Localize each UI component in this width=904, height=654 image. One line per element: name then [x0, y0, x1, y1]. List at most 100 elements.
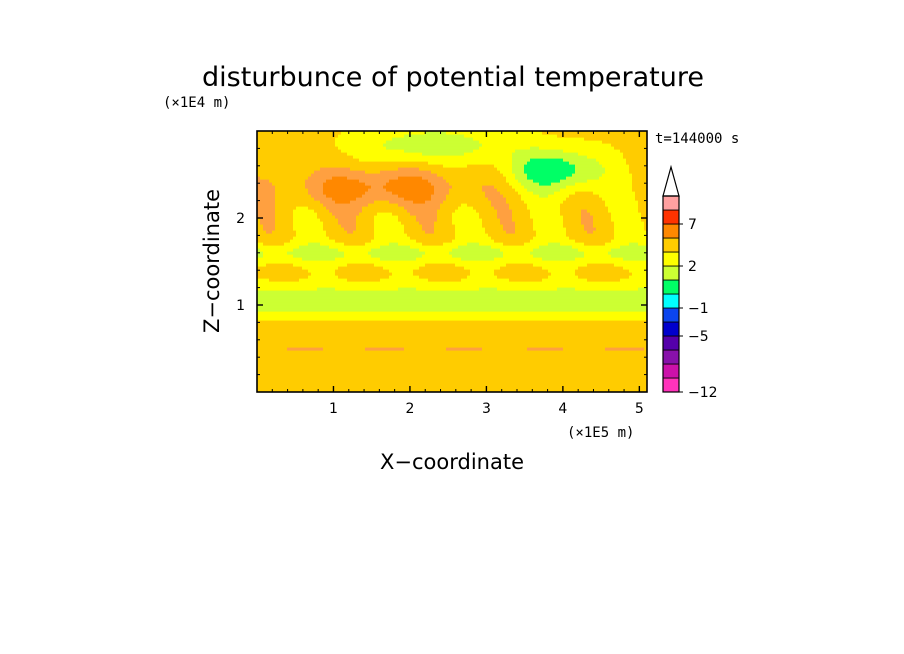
- heatmap-cell: [311, 281, 315, 285]
- heatmap-cell: [293, 218, 297, 222]
- heatmap-cell: [332, 251, 336, 255]
- heatmap-cell: [317, 179, 321, 183]
- heatmap-cell: [296, 242, 300, 246]
- heatmap-cell: [284, 377, 288, 381]
- heatmap-cell: [350, 341, 354, 345]
- heatmap-cell: [314, 134, 318, 138]
- heatmap-cell: [275, 245, 279, 249]
- heatmap-cell: [269, 350, 273, 354]
- heatmap-cell: [365, 137, 369, 141]
- heatmap-cell: [278, 179, 282, 183]
- heatmap-cell: [311, 290, 315, 294]
- heatmap-cell: [299, 314, 303, 318]
- heatmap-cell: [320, 248, 324, 252]
- heatmap-cell: [317, 311, 321, 315]
- heatmap-cell: [359, 329, 363, 333]
- heatmap-cell: [272, 317, 276, 321]
- heatmap-cell: [320, 359, 324, 363]
- heatmap-cell: [272, 149, 276, 153]
- heatmap-cell: [356, 386, 360, 390]
- heatmap-cell: [335, 149, 339, 153]
- heatmap-cell: [293, 314, 297, 318]
- heatmap-cell: [263, 374, 267, 378]
- heatmap-cell: [296, 263, 300, 267]
- heatmap-cell: [311, 323, 315, 327]
- heatmap-cell: [350, 266, 354, 270]
- heatmap-cell: [341, 215, 345, 219]
- heatmap-cell: [320, 224, 324, 228]
- heatmap-cell: [341, 194, 345, 198]
- heatmap-cell: [332, 332, 336, 336]
- heatmap-cell: [305, 179, 309, 183]
- heatmap-cell: [326, 284, 330, 288]
- heatmap-cell: [347, 224, 351, 228]
- heatmap-cell: [299, 389, 303, 392]
- heatmap-cell: [302, 320, 306, 324]
- heatmap-cell: [329, 326, 333, 330]
- heatmap-cell: [347, 218, 351, 222]
- heatmap-cell: [317, 140, 321, 144]
- heatmap-cell: [308, 146, 312, 150]
- heatmap-cell: [299, 170, 303, 174]
- heatmap-cell: [317, 158, 321, 162]
- heatmap-cell: [284, 383, 288, 387]
- heatmap-cell: [353, 185, 357, 189]
- heatmap-cell: [335, 368, 339, 372]
- heatmap-cell: [266, 347, 270, 351]
- heatmap-cell: [266, 350, 270, 354]
- heatmap-cell: [284, 248, 288, 252]
- heatmap-cell: [347, 152, 351, 156]
- heatmap-cell: [260, 320, 264, 324]
- heatmap-cell: [275, 158, 279, 162]
- heatmap-cell: [281, 287, 285, 291]
- heatmap-cell: [290, 236, 294, 240]
- heatmap-cell: [269, 308, 273, 312]
- heatmap-cell: [314, 224, 318, 228]
- heatmap-cell: [299, 227, 303, 231]
- heatmap-cell: [356, 251, 360, 255]
- heatmap-cell: [365, 206, 369, 210]
- heatmap-cell: [305, 233, 309, 237]
- heatmap-cell: [305, 185, 309, 189]
- heatmap-cell: [281, 251, 285, 255]
- heatmap-cell: [299, 332, 303, 336]
- heatmap-cell: [308, 278, 312, 282]
- heatmap-cell: [275, 329, 279, 333]
- heatmap-cell: [326, 374, 330, 378]
- heatmap-cell: [335, 170, 339, 174]
- heatmap-cell: [284, 368, 288, 372]
- heatmap-cell: [287, 161, 291, 165]
- heatmap-cell: [356, 296, 360, 300]
- heatmap-cell: [326, 161, 330, 165]
- heatmap-cell: [311, 284, 315, 288]
- heatmap-cell: [314, 344, 318, 348]
- heatmap-cell: [350, 296, 354, 300]
- heatmap-cell: [290, 386, 294, 390]
- heatmap-cell: [284, 278, 288, 282]
- heatmap-cell: [287, 197, 291, 201]
- heatmap-cell: [281, 161, 285, 165]
- heatmap-cell: [341, 170, 345, 174]
- heatmap-cell: [257, 335, 261, 339]
- heatmap-cell: [290, 365, 294, 369]
- heatmap-cell: [359, 182, 363, 186]
- heatmap-cell: [257, 326, 261, 330]
- heatmap-cell: [350, 236, 354, 240]
- heatmap-cell: [263, 272, 267, 276]
- heatmap-cell: [365, 140, 369, 144]
- heatmap-cell: [344, 206, 348, 210]
- heatmap-cell: [326, 344, 330, 348]
- heatmap-cell: [326, 149, 330, 153]
- heatmap-cell: [317, 170, 321, 174]
- heatmap-cell: [287, 239, 291, 243]
- heatmap-cell: [341, 233, 345, 237]
- heatmap-cell: [305, 263, 309, 267]
- heatmap-cell: [326, 251, 330, 255]
- heatmap-cell: [347, 362, 351, 366]
- heatmap-cell: [329, 284, 333, 288]
- heatmap-cell: [257, 197, 261, 201]
- heatmap-cell: [260, 149, 264, 153]
- heatmap-cell: [347, 248, 351, 252]
- heatmap-cell: [302, 254, 306, 258]
- heatmap-cell: [365, 263, 369, 267]
